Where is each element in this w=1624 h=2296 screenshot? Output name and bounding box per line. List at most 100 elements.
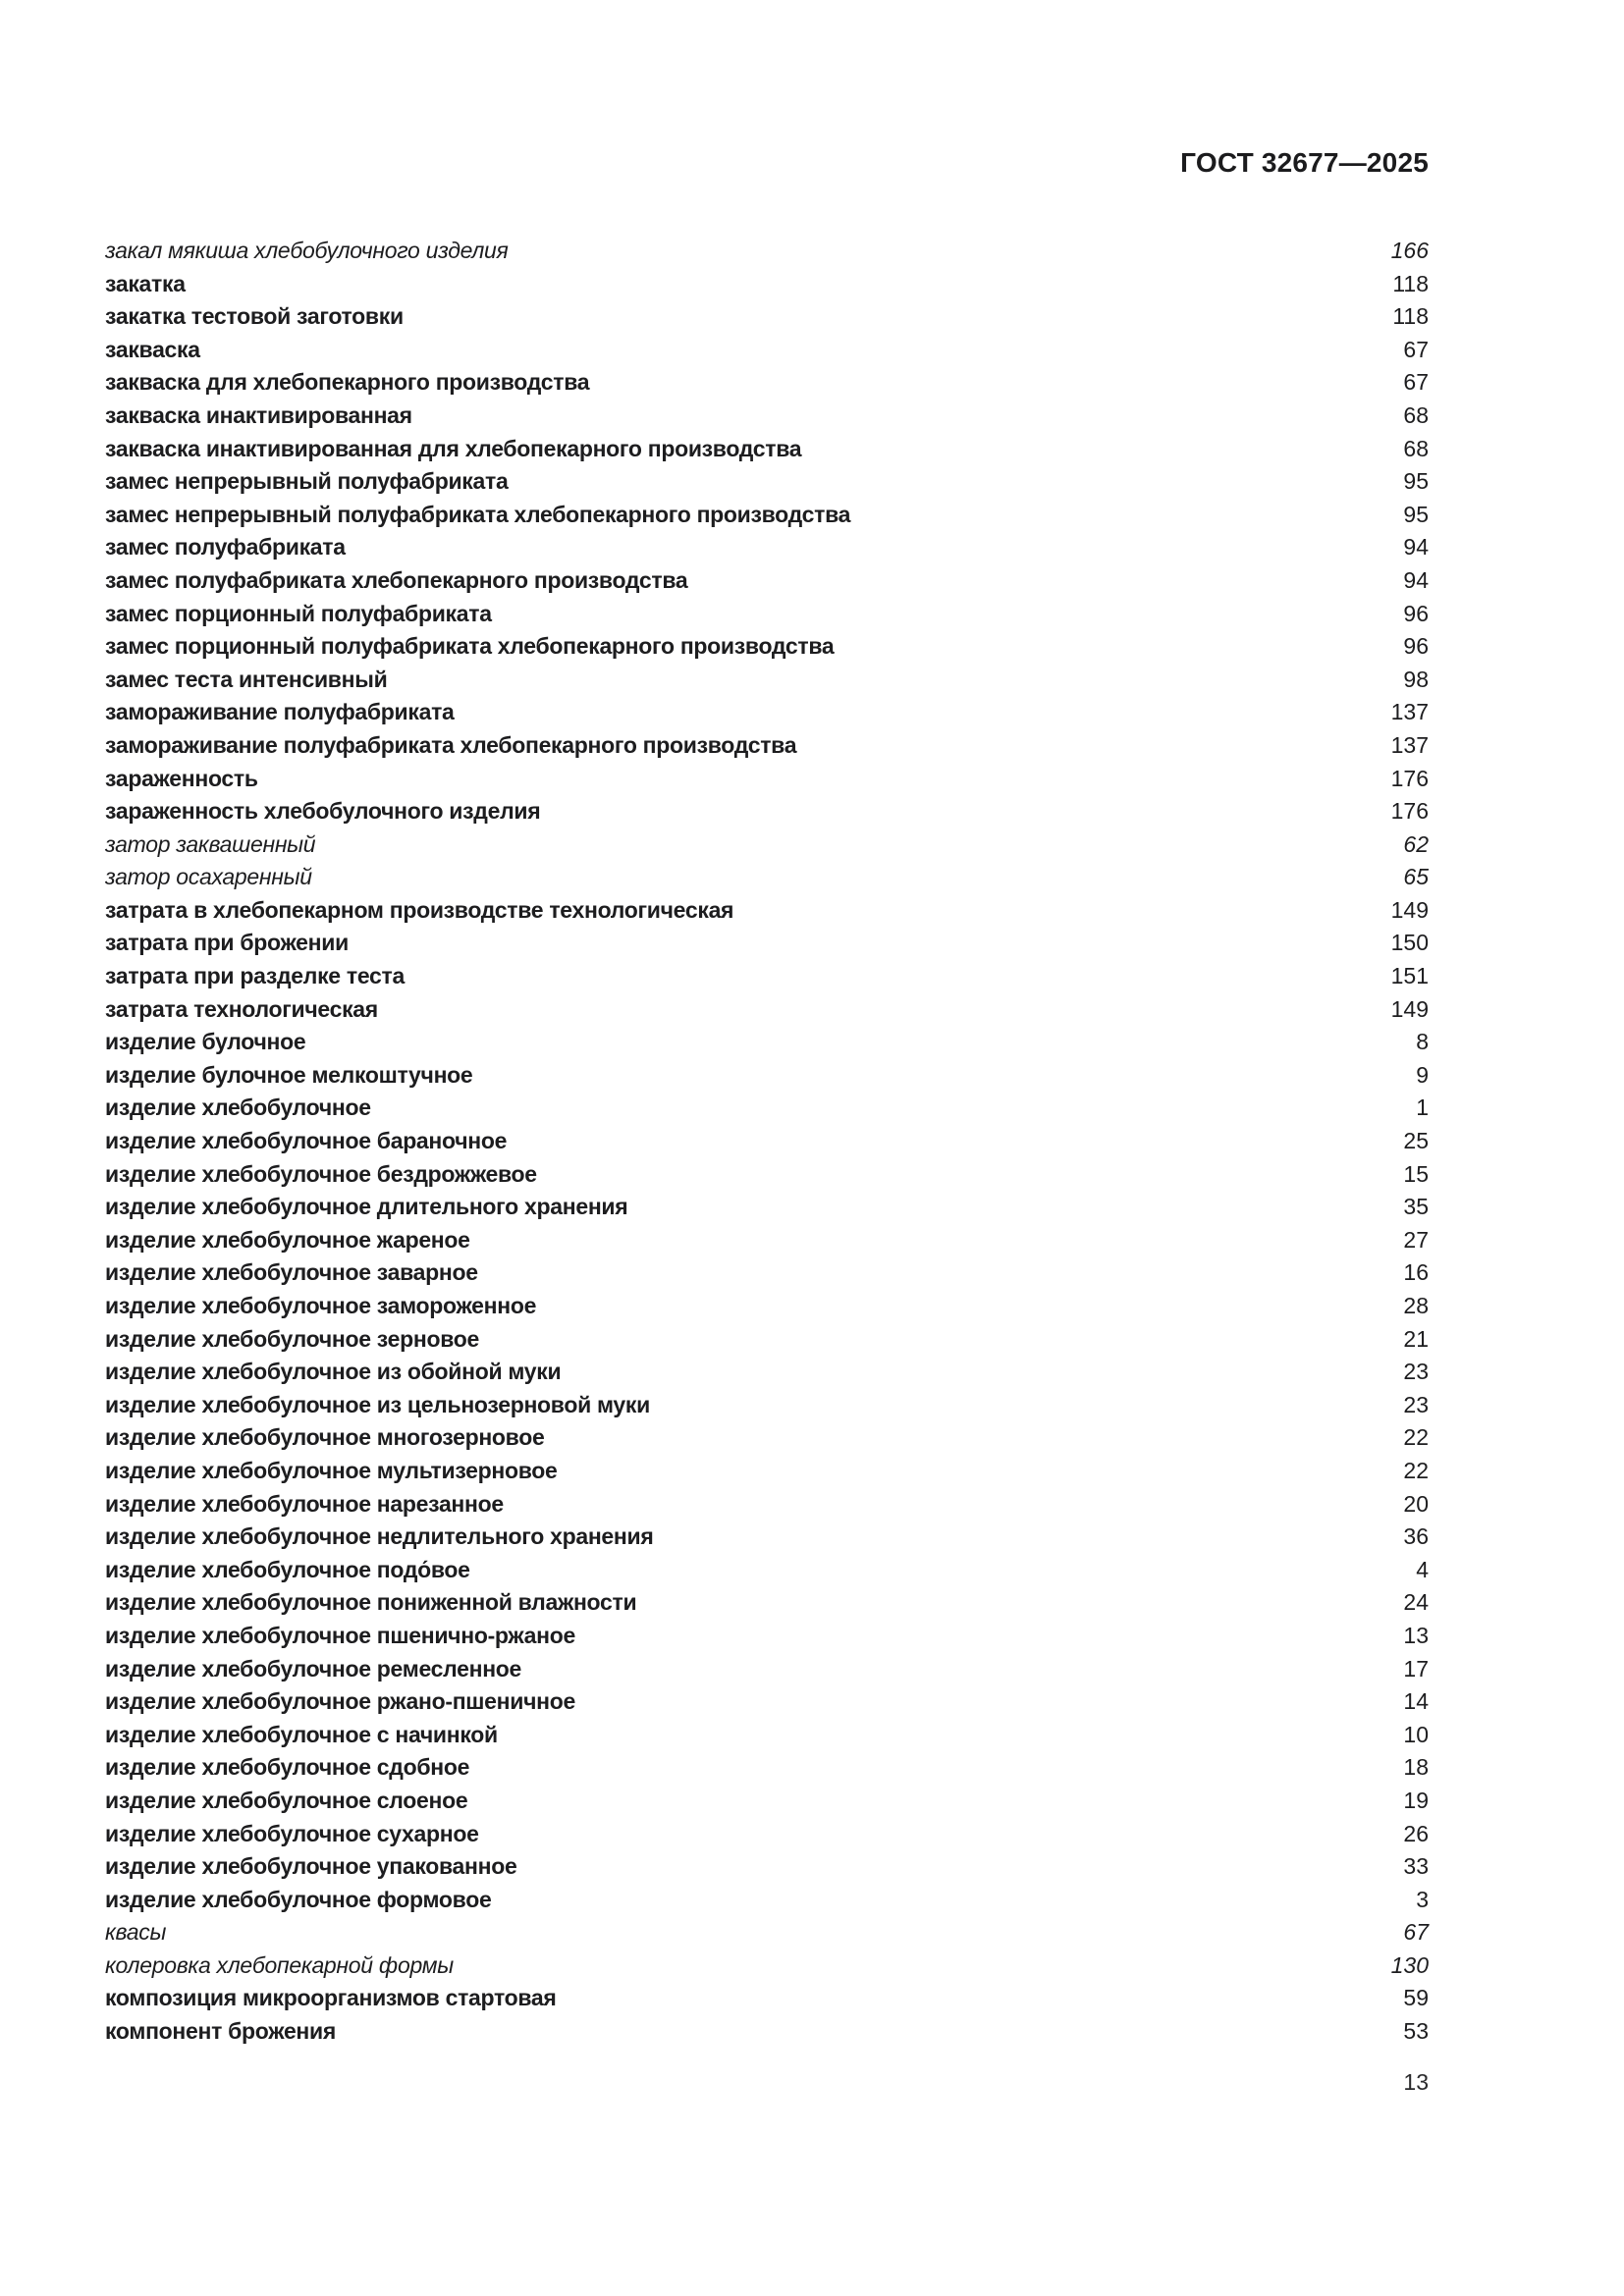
index-row: компонент брожения 53	[105, 2015, 1429, 2049]
index-term-page-ref: 68	[1403, 435, 1429, 461]
index-term-page-ref: 96	[1403, 633, 1429, 660]
index-term: композиция микроорганизмов стартовая	[105, 1985, 557, 2011]
index-term: изделие хлебобулочное пониженной влажнос…	[105, 1589, 637, 1616]
index-term-page-ref: 149	[1390, 995, 1429, 1022]
index-term: закатка тестовой заготовки	[105, 303, 404, 330]
index-term: изделие булочное мелкоштучное	[105, 1061, 473, 1088]
index-term: затор осахаренный	[105, 864, 312, 890]
index-row: изделие хлебобулочное замороженное 28	[105, 1290, 1429, 1323]
index-term: закал мякиша хлебобулочного изделия	[105, 238, 509, 263]
index-row: изделие хлебобулочное подо́вое 4	[105, 1554, 1429, 1587]
index-term: изделие хлебобулочное жареное	[105, 1226, 470, 1253]
index-term-page-ref: 95	[1403, 468, 1429, 495]
index-term: затрата при брожении	[105, 930, 349, 956]
index-row: изделие хлебобулочное длительного хранен…	[105, 1191, 1429, 1224]
index-term: изделие хлебобулочное из обойной муки	[105, 1359, 562, 1385]
index-row: колеровка хлебопекарной формы 130	[105, 1949, 1429, 1983]
index-term-page-ref: 96	[1403, 600, 1429, 626]
index-row: изделие хлебобулочное с начинкой 10	[105, 1719, 1429, 1752]
index-term-page-ref: 3	[1416, 1886, 1429, 1912]
index-term-page-ref: 98	[1403, 666, 1429, 692]
index-term: изделие хлебобулочное замороженное	[105, 1293, 537, 1318]
index-row: изделие хлебобулочное зерновое 21	[105, 1323, 1429, 1357]
index-term: изделие хлебобулочное ремесленное	[105, 1655, 522, 1682]
index-term: затрата при разделке теста	[105, 963, 405, 989]
index-term: изделие хлебобулочное из цельнозерновой …	[105, 1391, 650, 1417]
index-term: изделие хлебобулочное формовое	[105, 1886, 492, 1912]
index-term-page-ref: 20	[1403, 1490, 1429, 1517]
index-term: замес теста интенсивный	[105, 666, 388, 692]
index-term: замораживание полуфабриката хлебопекарно…	[105, 731, 797, 758]
index-row: затрата при брожении 150	[105, 927, 1429, 960]
index-row: затрата в хлебопекарном производстве тех…	[105, 894, 1429, 928]
index-term-page-ref: 151	[1390, 963, 1429, 989]
index-row: закваска для хлебопекарного производства…	[105, 366, 1429, 400]
document-header-title: ГОСТ 32677—2025	[1180, 147, 1429, 178]
index-term-page-ref: 176	[1390, 765, 1429, 791]
index-term: зараженность хлебобулочного изделия	[105, 798, 541, 825]
index-row: изделие хлебобулочное пониженной влажнос…	[105, 1586, 1429, 1620]
index-row: изделие хлебобулочное ремесленное 17	[105, 1653, 1429, 1686]
index-term-page-ref: 68	[1403, 401, 1429, 428]
index-row: изделие хлебобулочное упакованное 33	[105, 1850, 1429, 1884]
index-row: изделие хлебобулочное 1	[105, 1092, 1429, 1125]
index-row: изделие хлебобулочное из обойной муки 23	[105, 1356, 1429, 1389]
index-row: затор заквашенный 62	[105, 828, 1429, 862]
index-row: замес непрерывный полуфабриката хлебопек…	[105, 499, 1429, 532]
index-row: изделие хлебобулочное сдобное 18	[105, 1751, 1429, 1785]
index-row: зараженность 176	[105, 763, 1429, 796]
index-term: замораживание полуфабриката	[105, 699, 455, 725]
index-term: закваска	[105, 336, 200, 362]
index-term: изделие хлебобулочное сдобное	[105, 1754, 470, 1781]
index-term: изделие хлебобулочное упакованное	[105, 1853, 517, 1880]
index-term-page-ref: 35	[1403, 1194, 1429, 1220]
index-term-page-ref: 16	[1403, 1259, 1429, 1286]
index-row: изделие хлебобулочное ржано-пшеничное 14	[105, 1685, 1429, 1719]
index-term-page-ref: 130	[1390, 1951, 1429, 1978]
index-row: закваска инактивированная для хлебопекар…	[105, 433, 1429, 466]
index-row: изделие хлебобулочное формовое 3	[105, 1884, 1429, 1917]
index-term: затор заквашенный	[105, 830, 316, 857]
index-row: изделие хлебобулочное слоеное 19	[105, 1785, 1429, 1818]
page-number: 13	[1403, 2069, 1429, 2095]
index-term-page-ref: 94	[1403, 534, 1429, 561]
index-term: замес непрерывный полуфабриката хлебопек…	[105, 501, 851, 527]
index-row: изделие хлебобулочное нарезанное 20	[105, 1488, 1429, 1522]
index-term-page-ref: 14	[1403, 1688, 1429, 1715]
index-term: изделие хлебобулочное многозерновое	[105, 1424, 545, 1451]
index-term-page-ref: 10	[1403, 1721, 1429, 1747]
index-term-page-ref: 4	[1416, 1556, 1429, 1582]
index-term-page-ref: 26	[1403, 1820, 1429, 1846]
index-row: изделие хлебобулочное из цельнозерновой …	[105, 1389, 1429, 1422]
index-term: изделие хлебобулочное сухарное	[105, 1820, 479, 1846]
index-row: закатка тестовой заготовки 118	[105, 300, 1429, 334]
index-term: замес полуфабриката	[105, 534, 346, 561]
index-row: изделие хлебобулочное недлительного хран…	[105, 1521, 1429, 1554]
index-term: изделие хлебобулочное пшенично-ржаное	[105, 1622, 575, 1648]
index-term: изделие хлебобулочное мультизерновое	[105, 1457, 558, 1483]
index-term: изделие хлебобулочное ржано-пшеничное	[105, 1688, 575, 1715]
index-term-page-ref: 150	[1390, 930, 1429, 956]
index-row: изделие хлебобулочное пшенично-ржаное 13	[105, 1620, 1429, 1653]
index-term-page-ref: 118	[1392, 303, 1429, 330]
index-term: изделие хлебобулочное бараночное	[105, 1128, 508, 1154]
index-row: замес полуфабриката хлебопекарного произ…	[105, 564, 1429, 598]
index-term-page-ref: 23	[1403, 1359, 1429, 1385]
index-term-page-ref: 22	[1403, 1457, 1429, 1483]
index-term-page-ref: 23	[1403, 1391, 1429, 1417]
index-term-page-ref: 13	[1403, 1622, 1429, 1648]
index-term: изделие хлебобулочное с начинкой	[105, 1721, 498, 1747]
index-term-page-ref: 95	[1403, 501, 1429, 527]
index-row: зараженность хлебобулочного изделия 176	[105, 795, 1429, 828]
index-term: замес полуфабриката хлебопекарного произ…	[105, 566, 688, 593]
index-term-page-ref: 21	[1403, 1325, 1429, 1352]
index-term: изделие хлебобулочное слоеное	[105, 1787, 468, 1813]
index-row: изделие хлебобулочное жареное 27	[105, 1224, 1429, 1257]
index-term-page-ref: 9	[1416, 1061, 1429, 1088]
index-term-page-ref: 15	[1403, 1160, 1429, 1187]
index-term-page-ref: 137	[1390, 699, 1429, 725]
index-term: квасы	[105, 1919, 167, 1946]
index-term: изделие хлебобулочное зерновое	[105, 1325, 479, 1352]
index-term: закваска инактивированная для хлебопекар…	[105, 435, 802, 461]
index-row: замораживание полуфабриката хлебопекарно…	[105, 729, 1429, 763]
